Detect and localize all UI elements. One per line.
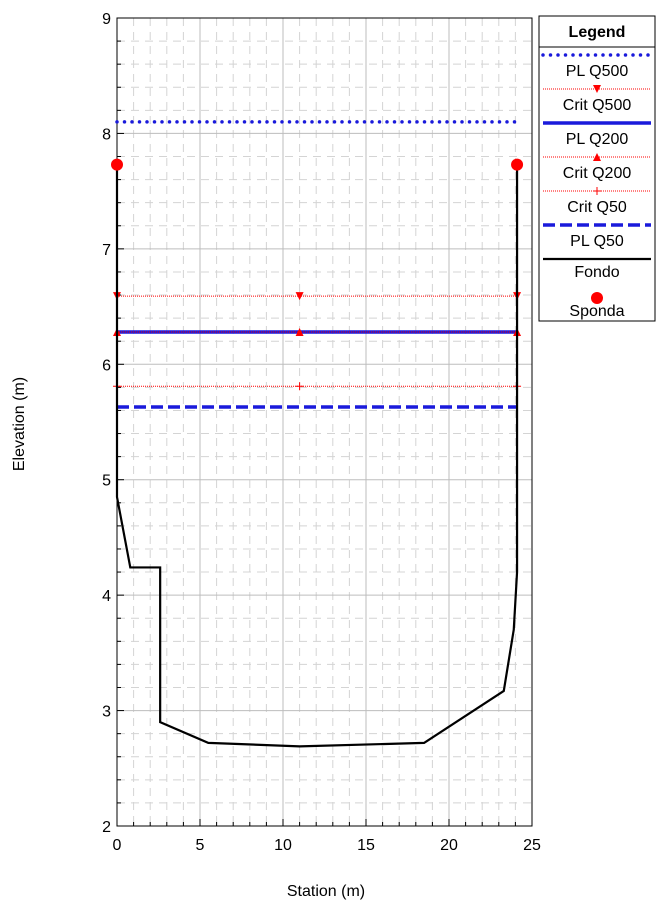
legend-entry: Crit Q50 [543, 187, 651, 216]
x-tick-label: 15 [357, 837, 375, 854]
x-tick-label: 20 [440, 837, 458, 854]
legend-label: Crit Q200 [563, 165, 632, 182]
legend-title: Legend [569, 24, 626, 41]
legend: Legend PL Q500 Crit Q500 PL Q200 Crit Q200 Cr… [538, 15, 656, 322]
series-sponda [111, 158, 524, 171]
y-tick-label: 4 [102, 588, 111, 605]
legend-label: PL Q200 [566, 131, 629, 148]
legend-label: PL Q50 [570, 233, 624, 250]
series-crit-q50 [113, 382, 522, 391]
y-tick-label: 7 [102, 242, 111, 259]
legend-marker [591, 292, 603, 304]
grid [117, 18, 532, 826]
legend-marker [593, 153, 601, 161]
y-tick-label: 3 [102, 704, 111, 721]
legend-box [538, 15, 656, 322]
series-fondo [115, 164, 519, 748]
bank-point [511, 158, 524, 171]
x-tick-label: 5 [196, 837, 205, 854]
y-tick-label: 5 [102, 473, 111, 490]
legend-label: Fondo [574, 264, 619, 281]
y-tick-label: 9 [102, 11, 111, 28]
axis-ticks: 0 5 10 15 20 25 2 3 4 5 6 7 8 9 [102, 11, 541, 854]
legend-marker [593, 85, 601, 93]
legend-label: PL Q500 [566, 63, 629, 80]
x-tick-label: 0 [113, 837, 122, 854]
bank-point [111, 158, 123, 171]
y-tick-label: 2 [102, 819, 111, 836]
legend-entry: Fondo [543, 257, 651, 281]
y-axis-label: Elevation (m) [11, 377, 28, 471]
x-axis-label: Station (m) [287, 883, 365, 900]
legend-entry: Crit Q500 [543, 85, 651, 114]
data-point [295, 292, 304, 301]
series-crit-q500 [113, 292, 522, 301]
legend-label: Sponda [569, 303, 624, 320]
ground-line [115, 164, 519, 748]
legend-entry: Sponda [569, 292, 625, 320]
x-tick-label: 25 [523, 837, 541, 854]
legend-label: Crit Q500 [563, 97, 632, 114]
x-tick-label: 10 [274, 837, 292, 854]
legend-marker [593, 187, 601, 195]
y-tick-label: 8 [102, 126, 111, 143]
plot-frame [116, 17, 533, 827]
data-point [295, 382, 304, 391]
legend-entry: PL Q50 [543, 223, 651, 250]
series-layer [111, 120, 524, 748]
legend-label: Crit Q50 [567, 199, 627, 216]
data-point [295, 327, 304, 336]
legend-entry: PL Q500 [541, 53, 653, 80]
y-tick-label: 6 [102, 357, 111, 374]
legend-entry: PL Q200 [543, 121, 651, 148]
legend-entry: Crit Q200 [543, 153, 651, 182]
